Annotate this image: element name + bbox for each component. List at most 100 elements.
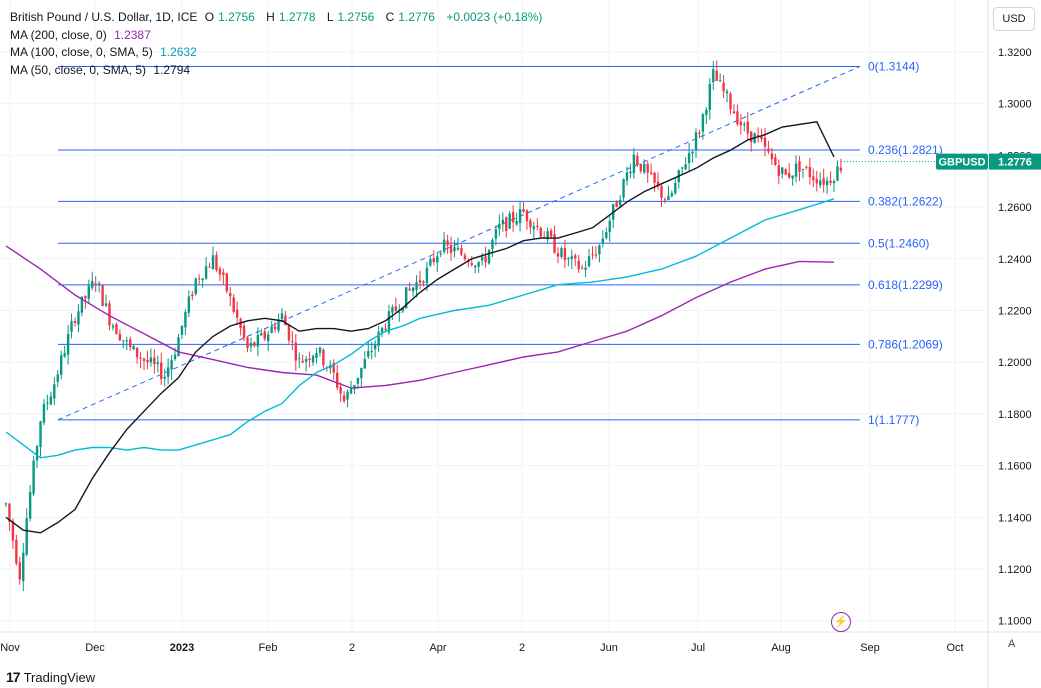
footer: 17 TradingView (6, 669, 95, 685)
candle-body (418, 280, 422, 283)
indicator-ma200[interactable]: MA (200, close, 0) 1.2387 (10, 27, 546, 45)
x-tick-label: Feb (259, 642, 278, 654)
x-tick-label: 2023 (170, 642, 194, 654)
candle-body (805, 166, 808, 168)
candle-body (570, 256, 573, 260)
auto-scale-button[interactable]: A (1008, 638, 1016, 650)
candle-body (474, 265, 477, 268)
candle-body (777, 165, 780, 176)
candle-body (229, 293, 232, 297)
candle-body (118, 333, 122, 341)
candle-body (767, 148, 770, 152)
high-value: 1.2778 (278, 10, 316, 24)
candle-body (346, 391, 349, 400)
candle-body (263, 331, 266, 339)
candle-body (242, 325, 246, 338)
candle-body (698, 132, 701, 134)
candle-body (553, 234, 556, 253)
candle-body (529, 220, 532, 228)
candle-body (601, 238, 605, 244)
candle-body (391, 306, 394, 313)
fib-level-label: 0.5(1.2460) (868, 236, 929, 250)
candle-body (211, 255, 215, 270)
candle-body (8, 503, 11, 522)
candle-body (750, 131, 753, 142)
candle-body (632, 154, 636, 174)
candle-body (791, 175, 794, 179)
candle-body (691, 151, 694, 154)
close-value: 1.2776 (398, 10, 435, 24)
candle-body (184, 311, 187, 328)
y-tick-label: 1.1200 (998, 564, 1032, 576)
fib-level-label: 0.236(1.2821) (868, 143, 943, 157)
candle-body (360, 367, 363, 379)
candle-body (246, 337, 249, 349)
candle-body (701, 114, 705, 132)
candle-body (342, 395, 346, 402)
candle-body (787, 172, 791, 178)
candle-body (511, 212, 515, 223)
candle-body (536, 226, 539, 228)
candle-body (132, 345, 135, 350)
candle-body (515, 221, 518, 225)
candle-body (608, 220, 611, 233)
candle-body (491, 239, 494, 250)
candle-body (49, 396, 53, 405)
candle-body (367, 351, 370, 357)
candle-body (415, 282, 418, 291)
candle-body (556, 253, 560, 257)
indicator-ma100[interactable]: MA (100, close, 0, SMA, 5) 1.2632 (10, 44, 546, 62)
candle-body (629, 171, 632, 174)
candle-body (332, 363, 335, 373)
candle-body (139, 357, 142, 359)
y-tick-label: 1.2400 (998, 254, 1032, 266)
currency-button[interactable]: USD (993, 7, 1035, 31)
ma-line (5, 245, 835, 389)
candle-body (656, 181, 660, 187)
candle-body (398, 312, 401, 314)
candle-body (505, 217, 508, 232)
candle-body (487, 249, 491, 264)
candle-body (736, 111, 739, 125)
candle-body (166, 367, 170, 377)
candle-body (653, 172, 656, 183)
candle-body (722, 82, 725, 92)
candle-body (84, 296, 87, 299)
candle-body (408, 288, 411, 291)
candle-body (436, 256, 439, 263)
candle-body (532, 226, 536, 230)
fib-level-label: 1(1.1777) (868, 413, 919, 427)
candle-body (639, 163, 642, 172)
candle-body (249, 342, 253, 347)
candle-body (539, 227, 542, 237)
fib-level-label: 0.618(1.2299) (868, 278, 943, 292)
candle-body (660, 185, 663, 198)
candle-body (222, 272, 225, 276)
candle-body (122, 340, 125, 342)
candle-body (636, 156, 639, 165)
candle-body (687, 152, 691, 164)
candle-body (260, 333, 263, 336)
indicator-label: MA (200, close, 0) (10, 27, 107, 42)
candle-body (15, 539, 18, 564)
candle-body (291, 340, 294, 342)
candle-body (825, 180, 829, 186)
candle-body (208, 266, 211, 268)
candle-body (104, 303, 108, 306)
candle-body (91, 280, 94, 288)
candle-body (674, 182, 677, 194)
lightning-icon[interactable]: ⚡ (831, 612, 851, 632)
y-tick-label: 1.1400 (998, 512, 1032, 524)
candle-body (774, 157, 777, 165)
candle-body (380, 327, 384, 333)
candle-body (11, 521, 15, 541)
candle-body (180, 325, 184, 335)
candle-body (177, 337, 180, 357)
candle-body (794, 163, 798, 177)
candle-body (80, 296, 84, 313)
candle-body (156, 362, 159, 364)
indicator-ma50[interactable]: MA (50, close, 0, SMA, 5) 1.2794 (10, 62, 546, 80)
fib-trend-line (57, 66, 861, 421)
y-tick-label: 1.2000 (998, 357, 1032, 369)
